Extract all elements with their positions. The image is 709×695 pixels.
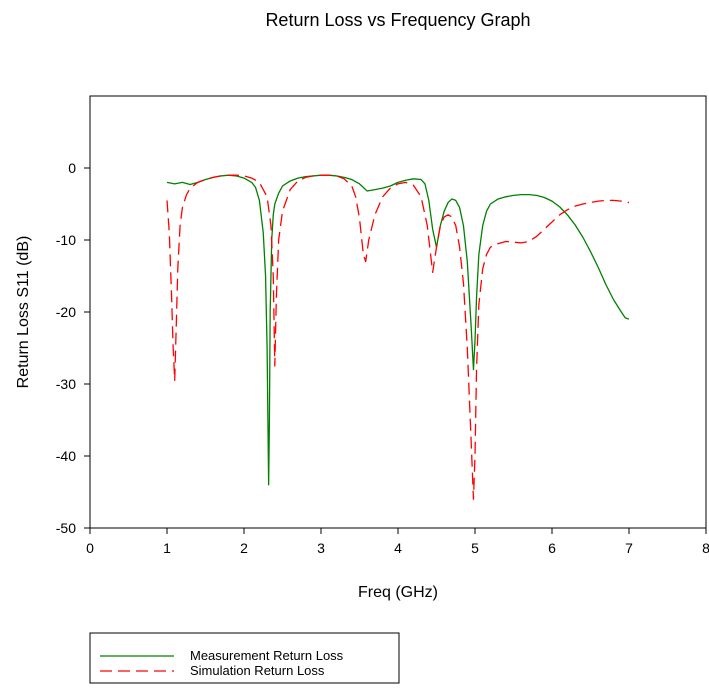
- x-tick-label: 4: [394, 540, 402, 556]
- y-tick-label: -50: [56, 520, 76, 536]
- series-line-simulation: [166, 174, 630, 500]
- series-group: [166, 174, 630, 500]
- legend-box: [89, 632, 400, 684]
- x-tick-label: 7: [625, 540, 633, 556]
- x-tick-label: 6: [548, 540, 556, 556]
- legend-label-simulation: Simulation Return Loss: [190, 663, 325, 678]
- y-axis: -50 -40 -30 -20 -10 0: [56, 160, 90, 536]
- y-tick-label: -20: [56, 304, 76, 320]
- plot-frame: [89, 95, 707, 529]
- x-axis-label: Freq (GHz): [358, 584, 438, 601]
- series-line-measurement: [166, 174, 630, 486]
- y-tick-label: -10: [56, 232, 76, 248]
- x-tick-label: 8: [702, 540, 709, 556]
- x-tick-label: 2: [240, 540, 248, 556]
- y-tick-label: 0: [68, 160, 76, 176]
- legend-label-measurement: Measurement Return Loss: [190, 648, 344, 663]
- x-tick-label: 0: [86, 540, 94, 556]
- x-tick-label: 3: [317, 540, 325, 556]
- legend: Measurement Return Loss Simulation Retur…: [89, 632, 400, 684]
- x-tick-label: 1: [163, 540, 171, 556]
- x-axis: 0 1 2 3 4 5 6 7 8: [86, 528, 709, 556]
- x-tick-label: 5: [471, 540, 479, 556]
- y-axis-label: Return Loss S11 (dB): [15, 236, 32, 389]
- y-tick-label: -40: [56, 448, 76, 464]
- y-tick-label: -30: [56, 376, 76, 392]
- chart-title: Return Loss vs Frequency Graph: [265, 10, 530, 30]
